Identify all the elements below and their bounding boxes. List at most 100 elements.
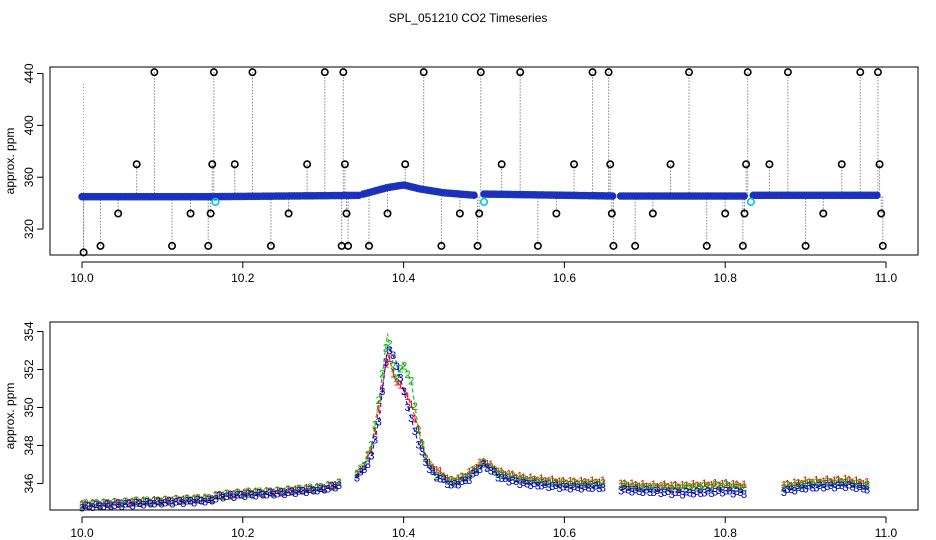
series-point: 1 xyxy=(531,474,537,486)
series-line xyxy=(81,352,870,505)
series-point: 2 xyxy=(122,496,128,508)
series-point: 2 xyxy=(148,497,154,509)
series-point: 3 xyxy=(408,413,414,425)
series-point: 1 xyxy=(187,496,193,508)
series-point: 3 xyxy=(249,489,255,501)
spike-point xyxy=(742,160,751,169)
series-point: 1 xyxy=(528,472,534,484)
series-point: 3 xyxy=(799,483,805,495)
series-point: 3 xyxy=(495,472,501,484)
series-point: 3 xyxy=(86,501,92,513)
series-point: 3 xyxy=(531,478,537,490)
top-spikes xyxy=(83,72,884,253)
series-point: 2 xyxy=(473,464,479,476)
series-point: 2 xyxy=(589,478,595,490)
series-point: 2 xyxy=(267,486,273,498)
series-point: 3 xyxy=(488,466,494,478)
series-point: 2 xyxy=(578,478,584,490)
spike-point xyxy=(344,241,353,250)
series-point: 3 xyxy=(857,481,863,493)
series-point: 3 xyxy=(386,345,392,357)
series-point: 1 xyxy=(462,472,468,484)
series-point: 2 xyxy=(285,484,291,496)
series-point: 2 xyxy=(860,481,866,493)
series-point: 2 xyxy=(567,479,573,491)
series-point: 2 xyxy=(528,475,534,487)
series-point: 2 xyxy=(271,488,277,500)
series-point: 3 xyxy=(792,485,798,497)
spike-point xyxy=(168,241,177,250)
series-1: 1111111111111111111111111111111111111111… xyxy=(79,352,870,512)
spike-point xyxy=(856,68,865,77)
series-point: 2 xyxy=(857,478,863,490)
series-point: 3 xyxy=(730,488,736,500)
series-point: 3 xyxy=(716,485,722,497)
series-point: 1 xyxy=(209,494,215,506)
series-point: 2 xyxy=(622,479,628,491)
series-point: 2 xyxy=(397,363,403,375)
series-point: 3 xyxy=(198,496,204,508)
series-point: 1 xyxy=(618,478,624,490)
series-point: 3 xyxy=(680,489,686,501)
series-point: 3 xyxy=(126,498,132,510)
series-point: 3 xyxy=(267,487,273,499)
series-point: 3 xyxy=(517,479,523,491)
series-point: 3 xyxy=(173,496,179,508)
series-point: 3 xyxy=(191,497,197,509)
series-point: 3 xyxy=(813,482,819,494)
series-point: 2 xyxy=(538,475,544,487)
series-point: 1 xyxy=(260,488,266,500)
series-point: 2 xyxy=(448,475,454,487)
series-point: 1 xyxy=(452,477,458,489)
series-point: 1 xyxy=(148,497,154,509)
series-point: 2 xyxy=(329,480,335,492)
series-point: 2 xyxy=(274,485,280,497)
series-point: 2 xyxy=(111,497,117,509)
series-point: 2 xyxy=(654,482,660,494)
series-point: 1 xyxy=(694,480,700,492)
series-point: 3 xyxy=(282,489,288,501)
series-point: 1 xyxy=(737,481,743,493)
series-point: 3 xyxy=(719,488,725,500)
series-point: 2 xyxy=(846,476,852,488)
series-point: 1 xyxy=(249,489,255,501)
series-point: 3 xyxy=(376,417,382,429)
series-point: 1 xyxy=(560,475,566,487)
series-point: 2 xyxy=(354,469,360,481)
series-point: 1 xyxy=(93,499,99,511)
series-point: 1 xyxy=(734,479,740,491)
series-point: 1 xyxy=(813,474,819,486)
series-point: 3 xyxy=(361,464,367,476)
series-point: 2 xyxy=(263,486,269,498)
series-point: 2 xyxy=(296,483,302,495)
spike-point xyxy=(666,160,675,169)
series-point: 3 xyxy=(723,486,729,498)
series-point: 1 xyxy=(842,474,848,486)
series-point: 2 xyxy=(119,499,125,511)
series-point: 1 xyxy=(799,478,805,490)
series-point: 1 xyxy=(245,487,251,499)
series-point: 1 xyxy=(376,403,382,415)
spike-point xyxy=(819,209,828,218)
series-point: 2 xyxy=(593,478,599,490)
series-point: 2 xyxy=(144,495,150,507)
series-point: 2 xyxy=(423,453,429,465)
series-point: 2 xyxy=(708,482,714,494)
series-point: 2 xyxy=(459,471,465,483)
series-point: 1 xyxy=(397,379,403,391)
spike-point xyxy=(878,241,887,250)
series-point: 1 xyxy=(803,475,809,487)
series-point: 3 xyxy=(850,481,856,493)
series-point: 1 xyxy=(336,477,342,489)
series-point: 2 xyxy=(470,465,476,477)
series-point: 3 xyxy=(434,472,440,484)
series-point: 2 xyxy=(629,481,635,493)
series-point: 3 xyxy=(206,494,212,506)
series-point: 1 xyxy=(831,475,837,487)
series-point: 3 xyxy=(676,487,682,499)
series-point: 3 xyxy=(549,481,555,493)
series-point: 1 xyxy=(140,495,146,507)
series-point: 1 xyxy=(97,499,103,511)
series-point: 3 xyxy=(636,486,642,498)
series-point: 2 xyxy=(452,476,458,488)
